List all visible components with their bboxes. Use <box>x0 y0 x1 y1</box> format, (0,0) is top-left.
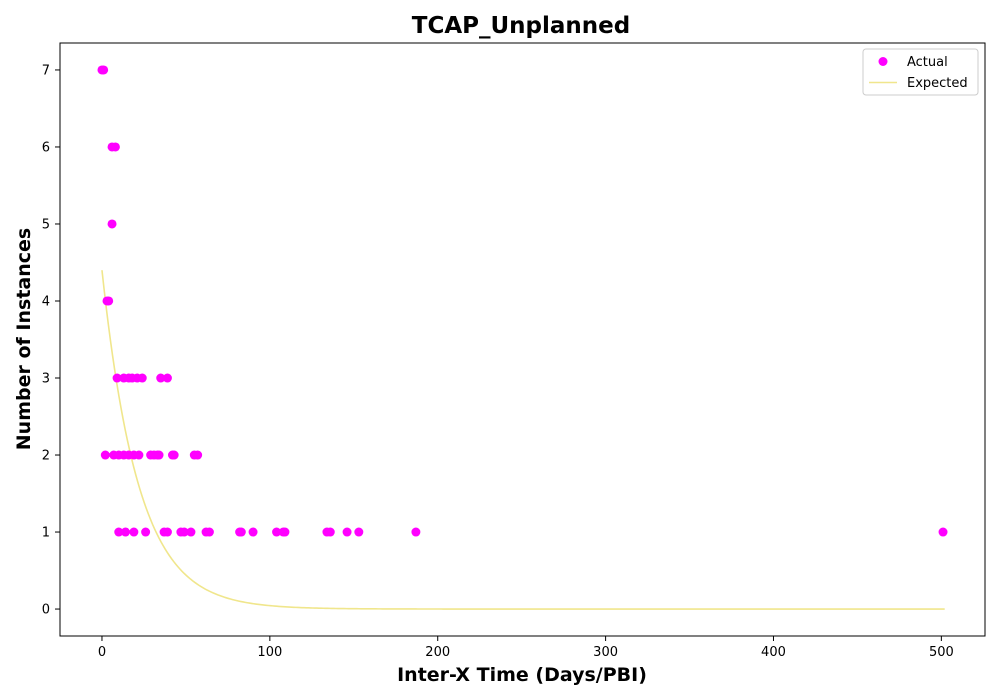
y-tick-label: 5 <box>42 217 50 232</box>
expected-series <box>101 270 945 610</box>
y-tick-label: 3 <box>42 372 50 387</box>
actual-point <box>100 450 110 460</box>
actual-point <box>110 142 120 152</box>
actual-point <box>179 527 189 537</box>
actual-point <box>137 373 147 383</box>
actual-point <box>354 527 364 537</box>
y-tick-label: 0 <box>42 603 50 618</box>
y-tick-label: 2 <box>42 449 50 464</box>
x-axis: 0 100 200 300 400 500 <box>98 636 954 660</box>
legend-box <box>862 48 979 96</box>
x-tick-label: 0 <box>98 645 106 660</box>
y-tick-label: 7 <box>42 63 50 78</box>
actual-point <box>112 373 122 383</box>
actual-point <box>104 296 114 306</box>
actual-point <box>248 527 258 537</box>
actual-point <box>129 527 139 537</box>
actual-point <box>99 65 109 75</box>
chart-title: TCAP_Unplanned <box>412 13 630 39</box>
x-tick-label: 500 <box>929 645 954 660</box>
x-axis-label: Inter-X Time (Days/PBI) <box>397 664 647 686</box>
expected-line <box>101 270 945 610</box>
actual-point <box>411 527 421 537</box>
legend: Actual Expected <box>862 48 979 96</box>
x-tick-label: 100 <box>257 645 282 660</box>
x-tick-label: 200 <box>425 645 450 660</box>
actual-point <box>114 527 124 537</box>
actual-point <box>938 527 948 537</box>
actual-point <box>272 527 282 537</box>
y-axis: 0 1 2 3 4 5 6 7 <box>42 63 60 618</box>
actual-point <box>107 219 117 229</box>
x-tick-label: 300 <box>593 645 618 660</box>
actual-series <box>97 65 948 537</box>
actual-point <box>236 527 246 537</box>
y-tick-label: 6 <box>42 140 50 155</box>
actual-point <box>134 450 144 460</box>
actual-point <box>162 527 172 537</box>
actual-point <box>120 527 130 537</box>
actual-point <box>141 527 151 537</box>
actual-point <box>193 450 203 460</box>
y-tick-label: 1 <box>42 526 50 541</box>
legend-expected-label: Expected <box>907 76 968 91</box>
legend-actual-label: Actual <box>907 55 948 70</box>
actual-point <box>156 373 166 383</box>
y-tick-label: 4 <box>42 294 50 309</box>
actual-point <box>162 373 172 383</box>
x-tick-label: 400 <box>761 645 786 660</box>
actual-point <box>325 527 335 537</box>
actual-point <box>342 527 352 537</box>
axes-frame <box>59 42 986 637</box>
actual-point <box>154 450 164 460</box>
legend-actual-marker <box>878 57 888 66</box>
y-axis-label: Number of Instances <box>13 228 35 450</box>
actual-point <box>169 450 179 460</box>
actual-point <box>280 527 290 537</box>
actual-point <box>204 527 214 537</box>
actual-point <box>186 527 196 537</box>
